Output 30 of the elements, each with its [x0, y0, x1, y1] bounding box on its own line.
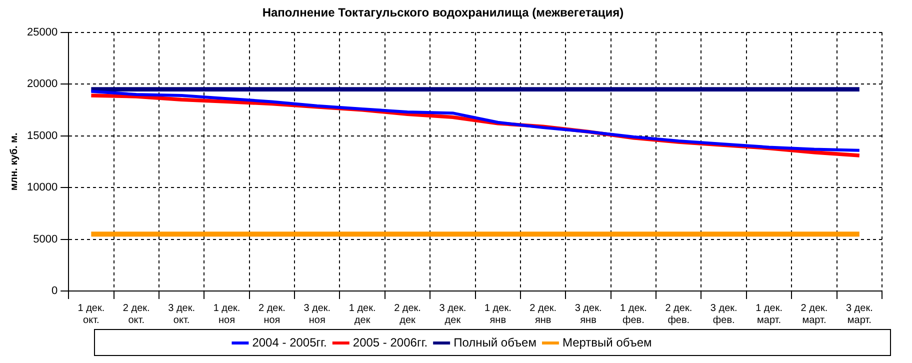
x-tick-label: 2 дек. янв: [530, 302, 557, 326]
y-tick-label: 20000: [26, 78, 58, 90]
x-tick-label: 1 дек. март.: [756, 302, 782, 326]
x-tick-label: 3 дек. фев.: [710, 302, 738, 326]
x-tick-label: 1 дек. дек: [348, 302, 376, 326]
x-tick-label: 2 дек. дек: [394, 302, 421, 326]
legend-label: 2004 - 2005гг.: [252, 335, 327, 350]
x-tick-label: 1 дек. фев.: [620, 302, 647, 326]
x-tick-label: 1 дек. окт.: [78, 302, 105, 326]
x-tick-label: 2 дек. фев.: [665, 302, 692, 326]
x-tick-label: 3 дек. янв: [574, 302, 602, 326]
y-tick-label: 25000: [26, 26, 58, 38]
legend-label: Мертвый объем: [562, 335, 652, 350]
x-tick-label: 2 дек. окт.: [122, 302, 150, 326]
x-tick-label: 3 дек. ноя: [304, 302, 331, 326]
x-tick-label: 3 дек. окт.: [168, 302, 196, 326]
legend-label: 2005 - 2006гг.: [352, 335, 428, 350]
x-tick-label: 1 дек. ноя: [213, 302, 240, 326]
y-tick-label: 5000: [33, 233, 58, 246]
x-tick-label: 1 дек. янв: [484, 302, 512, 326]
y-tick-label: 0: [51, 285, 58, 298]
legend-label: Полный объем: [454, 335, 536, 350]
x-tick-label: 3 дек. дек: [439, 302, 466, 326]
chart-title: Наполнение Токтагульского водохранилища (межвегетация): [262, 6, 624, 20]
x-tick-label: 2 дек. март.: [800, 302, 828, 326]
y-tick-label: 15000: [26, 130, 58, 142]
y-tick-label: 10000: [26, 182, 58, 194]
x-tick-label: 2 дек. ноя: [258, 302, 286, 326]
x-tick-label: 3 дек. март.: [846, 302, 873, 326]
y-axis-title: млн. куб. м.: [8, 132, 20, 191]
